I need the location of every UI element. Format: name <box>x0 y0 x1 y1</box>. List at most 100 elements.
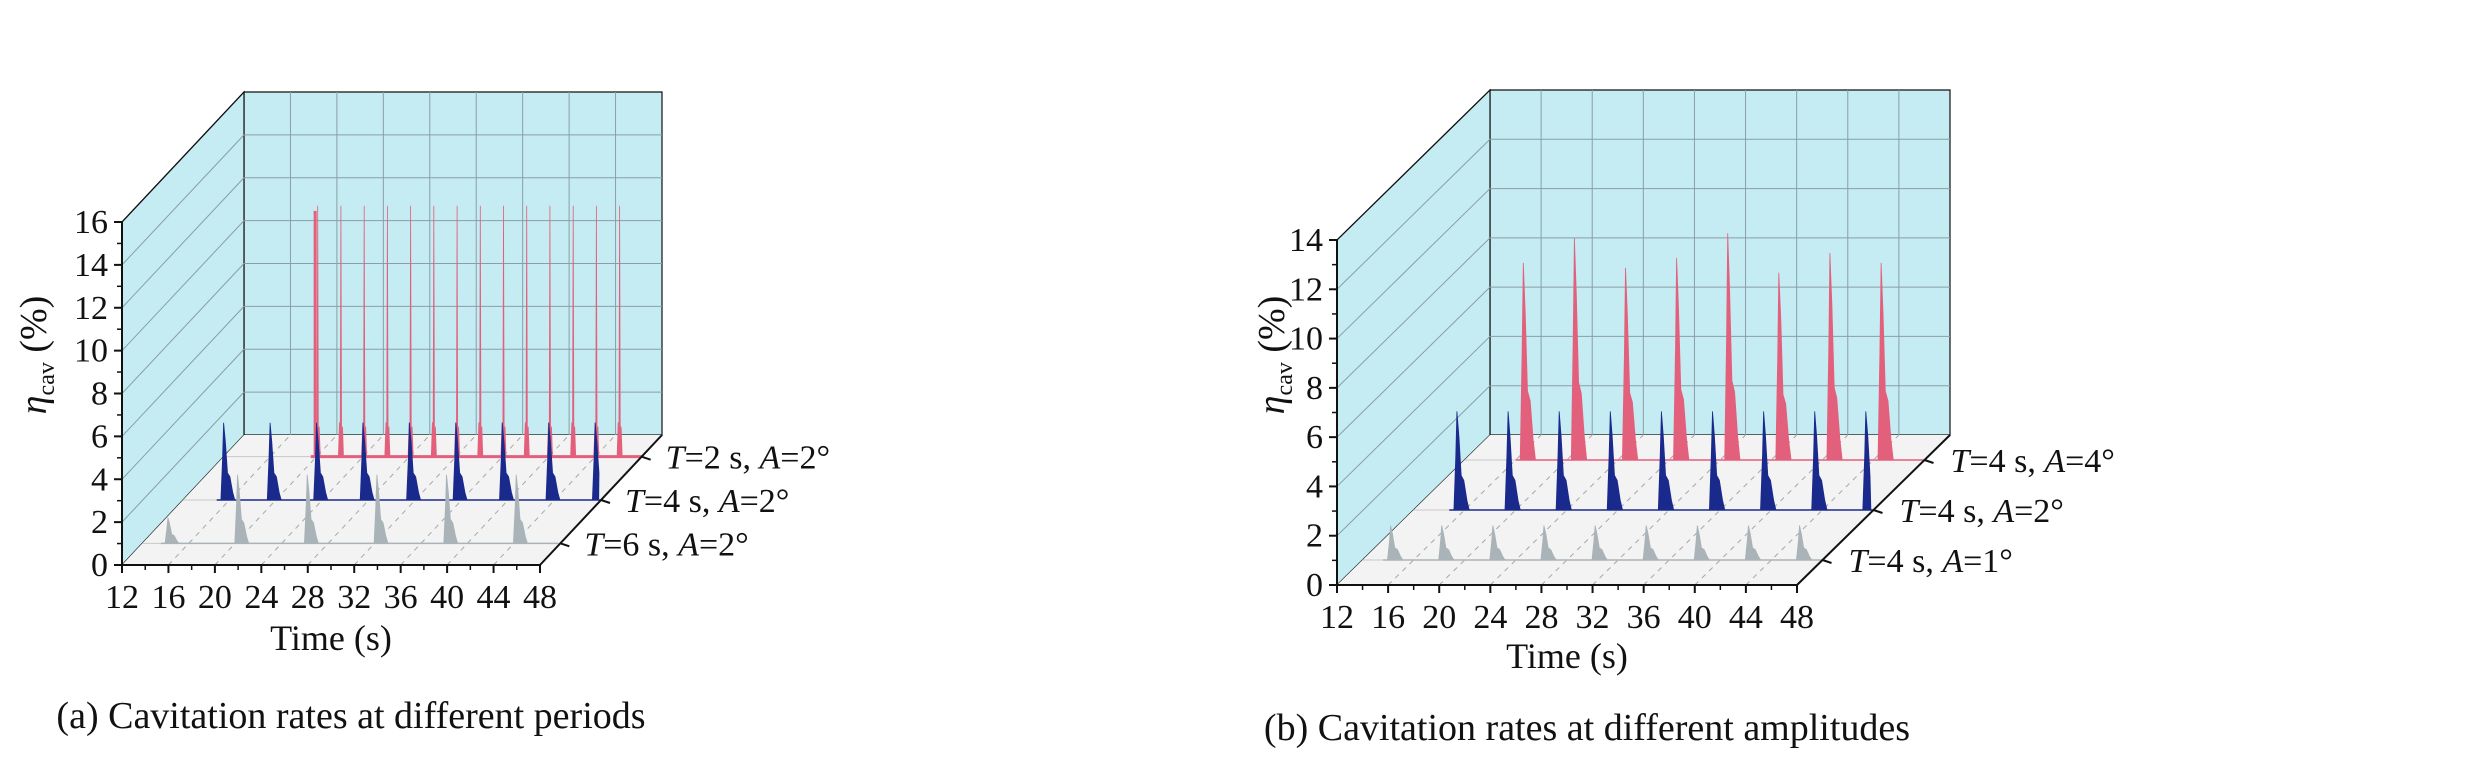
x-tick-label: 40 <box>430 579 464 616</box>
series-0-peak <box>1387 525 1404 561</box>
series-2-peak <box>1775 272 1792 461</box>
series-1-peak <box>499 422 515 501</box>
series-label-0: T=4 s, A=1° <box>1849 543 2013 580</box>
left-wall-gridline <box>1336 286 1491 438</box>
series-0-peak <box>303 474 319 544</box>
x-tick-label: 28 <box>291 579 325 616</box>
y-tick-label: 4 <box>1306 468 1323 505</box>
y-tick-label: 6 <box>1306 419 1323 456</box>
series-0-peak <box>234 474 250 544</box>
series-0-peak <box>1693 525 1711 561</box>
series-2-peak <box>1570 238 1588 461</box>
series-0 <box>1382 525 1823 561</box>
y-tick-label: 10 <box>74 333 108 370</box>
series-label-0: T=6 s, A=2° <box>584 526 748 563</box>
top-left-edge <box>121 91 245 223</box>
y-axis-title: ηcav (%) <box>1251 296 1298 415</box>
depth-tick <box>1873 509 1883 514</box>
series-2-peak <box>1673 257 1690 461</box>
series-1-peak <box>1708 411 1726 511</box>
series-2-peak <box>384 205 391 458</box>
y-tick-label: 2 <box>1306 518 1323 555</box>
x-tick-label: 48 <box>1780 599 1814 636</box>
y-tick-label: 0 <box>91 547 108 584</box>
series-2-peak <box>1621 267 1639 461</box>
x-tick-label: 24 <box>1473 599 1507 636</box>
series-2-peak <box>337 205 344 458</box>
y-tick-label: 8 <box>91 376 108 413</box>
y-tick-label: 12 <box>74 290 108 327</box>
left-wall-gridline <box>1336 336 1491 487</box>
left-wall-gridline <box>121 177 245 309</box>
chart-panel-a: 12 16 20 24 28 32 36 40 44 48 0 2 4 6 8 10 12 14 16 T=6 s, … <box>0 0 1240 761</box>
series-1-peak <box>545 422 561 501</box>
x-tick-label: 48 <box>523 579 557 616</box>
y-tick-label: 12 <box>1289 271 1323 308</box>
series-0-peak <box>1438 525 1455 561</box>
series-0-peak <box>1591 525 1609 561</box>
left-wall-gridline <box>121 348 245 480</box>
series-1-peak <box>1453 411 1470 511</box>
series-1-peak <box>266 422 282 501</box>
y-tick-label: 14 <box>74 247 108 284</box>
x-tick-label: 32 <box>1576 599 1610 636</box>
depth-tick <box>1924 459 1934 464</box>
depth-tick <box>560 542 570 548</box>
x-tick-label: 40 <box>1678 599 1712 636</box>
x-tick-label: 20 <box>1422 599 1456 636</box>
series-1-peak <box>1657 411 1675 511</box>
x-tick-label: 36 <box>384 579 418 616</box>
y-axis-title: ηcav (%) <box>13 296 60 415</box>
chart-panel-b: 12 16 20 24 28 32 36 40 44 48 0 2 4 6 8 10 12 14 T=4 s, A=… <box>1240 0 2481 761</box>
x-tick-label: 16 <box>1371 599 1405 636</box>
y-tick-label: 0 <box>1306 567 1323 604</box>
series-1-peak <box>220 422 236 501</box>
depth-tick <box>641 455 651 461</box>
x-axis-title: Time (s) <box>1506 636 1628 676</box>
chart-caption: (a) Cavitation rates at different period… <box>56 695 645 737</box>
left-wall-gridline <box>121 134 245 266</box>
series-2-peak <box>570 205 577 458</box>
series-1 <box>216 422 601 501</box>
top-left-edge <box>1336 89 1491 241</box>
x-tick-label: 32 <box>337 579 371 616</box>
series-1 <box>1449 411 1874 511</box>
series-0-peak <box>1795 525 1813 561</box>
series-2-peak <box>616 205 623 458</box>
series-0-peak <box>1540 525 1557 561</box>
y-tick-label: 8 <box>1306 370 1323 407</box>
series-2-peak <box>1877 262 1894 461</box>
x-tick-label: 12 <box>105 579 139 616</box>
series-0 <box>160 474 559 545</box>
y-tick-label: 2 <box>91 504 108 541</box>
series-0-peak <box>512 474 528 544</box>
x-tick-label: 44 <box>477 579 511 616</box>
y-tick-label: 10 <box>1289 321 1323 358</box>
y-tick-label: 14 <box>1289 222 1323 259</box>
series-2-peak <box>1519 262 1536 461</box>
series-label-1: T=4 s, A=2° <box>625 483 789 520</box>
x-tick-label: 16 <box>151 579 185 616</box>
series-0-peak <box>443 474 459 544</box>
y-tick-label: 6 <box>91 418 108 455</box>
series-2 <box>1515 233 1925 461</box>
x-tick-label: 28 <box>1524 599 1558 636</box>
series-2-peak <box>430 205 437 458</box>
depth-tick <box>600 499 611 504</box>
series-0-peak <box>373 474 389 544</box>
series-1-peak <box>313 422 329 501</box>
series-1-peak <box>452 422 468 501</box>
left-wall-gridline <box>121 391 245 523</box>
x-tick-label: 36 <box>1627 599 1661 636</box>
y-tick-label: 4 <box>91 461 108 498</box>
series-2-peak <box>1826 252 1843 461</box>
series-1-peak <box>1606 411 1624 511</box>
series-0-peak <box>1489 525 1506 561</box>
series-1-peak <box>1760 411 1777 511</box>
series-2-peak <box>1724 233 1741 461</box>
left-wall-gridline <box>1336 385 1491 537</box>
series-2-peak <box>523 205 530 458</box>
y-tick-label: 16 <box>74 204 108 241</box>
series-1-peak <box>1555 411 1572 511</box>
